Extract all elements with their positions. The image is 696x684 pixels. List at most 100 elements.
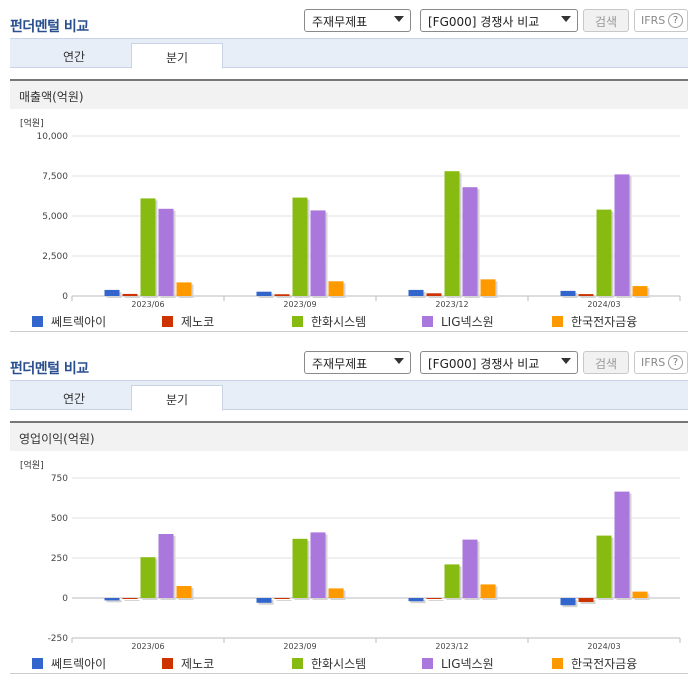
bar bbox=[596, 209, 612, 296]
bar bbox=[614, 491, 630, 598]
bar bbox=[274, 294, 290, 296]
bar bbox=[426, 293, 442, 296]
legend-label: 제노코 bbox=[181, 315, 215, 329]
bar bbox=[292, 197, 308, 296]
bar-shadow bbox=[428, 600, 444, 601]
chevron-down-icon bbox=[394, 16, 404, 22]
bar bbox=[158, 534, 174, 598]
legend-item[interactable]: 쎄트렉아이 bbox=[32, 313, 106, 330]
bar bbox=[328, 588, 344, 598]
bar bbox=[560, 290, 576, 296]
bar bbox=[596, 535, 612, 598]
bar bbox=[408, 289, 424, 296]
bar bbox=[158, 208, 174, 296]
statement-select[interactable]: 주재무제표 bbox=[304, 351, 411, 374]
section-title: 펀더멘털 비교 bbox=[10, 361, 89, 377]
bar-shadow bbox=[428, 295, 444, 298]
tab-quarterly[interactable]: 분기 bbox=[131, 385, 223, 411]
y-tick-label: 5,000 bbox=[42, 212, 68, 222]
legend-item[interactable]: 한화시스템 bbox=[292, 313, 366, 330]
help-icon[interactable]: ? bbox=[668, 355, 683, 370]
period-tabs: 연간 분기 bbox=[10, 380, 688, 411]
bar bbox=[632, 591, 648, 598]
legend-item[interactable]: LIG넥스원 bbox=[422, 655, 494, 672]
legend-swatch bbox=[552, 316, 563, 327]
legend-item[interactable]: 쎄트렉아이 bbox=[32, 655, 106, 672]
panel-title: 영업이익(억원) bbox=[19, 432, 95, 446]
bar bbox=[480, 279, 496, 296]
legend-label: 한화시스템 bbox=[311, 657, 367, 671]
bar bbox=[292, 538, 308, 598]
x-tick-label: 2024/03 bbox=[587, 300, 620, 309]
legend-swatch bbox=[422, 658, 433, 669]
bar bbox=[256, 598, 272, 603]
legend-label: 한국전자금융 bbox=[571, 657, 638, 671]
help-icon[interactable]: ? bbox=[668, 13, 683, 28]
bar bbox=[426, 598, 442, 599]
x-tick-label: 2023/06 bbox=[131, 300, 164, 309]
legend-swatch bbox=[292, 316, 303, 327]
bar bbox=[122, 598, 138, 599]
bar bbox=[122, 293, 138, 296]
y-tick-label: 2,500 bbox=[42, 252, 68, 262]
peer-select-value: [FG000] 경쟁사 비교 bbox=[428, 357, 540, 371]
bar bbox=[310, 532, 326, 598]
bar bbox=[560, 598, 576, 606]
legend-item[interactable]: 제노코 bbox=[162, 655, 214, 672]
y-tick-label: 250 bbox=[51, 554, 68, 564]
bar bbox=[140, 557, 156, 598]
panel-title: 매출액(억원) bbox=[19, 90, 84, 104]
bar-shadow bbox=[276, 600, 292, 601]
legend-label: LIG넥스원 bbox=[441, 657, 494, 671]
bar bbox=[176, 282, 192, 296]
bar bbox=[408, 598, 424, 602]
operating-profit-chart: [억원] -250 0 250 500 750 2023/06 2023/09 2023/12 2… bbox=[20, 459, 681, 651]
legend-item[interactable]: 제노코 bbox=[162, 313, 214, 330]
statement-select[interactable]: 주재무제표 bbox=[304, 9, 411, 32]
ifrs-button[interactable]: IFRS ? bbox=[634, 351, 688, 374]
legend-label: 쎄트렉아이 bbox=[51, 315, 107, 329]
legend-item[interactable]: LIG넥스원 bbox=[422, 313, 494, 330]
ifrs-label: IFRS bbox=[641, 14, 666, 27]
legend-swatch bbox=[162, 316, 173, 327]
bar-shadow bbox=[124, 600, 140, 601]
legend-swatch bbox=[32, 316, 43, 327]
section-title: 펀더멘털 비교 bbox=[10, 19, 89, 35]
legend-label: 한국전자금융 bbox=[571, 315, 638, 329]
period-tabs: 연간 분기 bbox=[10, 38, 688, 69]
legend-label: 제노코 bbox=[181, 657, 215, 671]
bar bbox=[614, 174, 630, 296]
chart-panel-header: 영업이익(억원) bbox=[10, 421, 688, 451]
bar bbox=[256, 291, 272, 296]
y-tick-label: 750 bbox=[51, 474, 68, 484]
search-button[interactable]: 검색 bbox=[583, 9, 629, 32]
legend-item[interactable]: 한국전자금융 bbox=[552, 313, 637, 330]
bar bbox=[444, 171, 460, 296]
bar bbox=[578, 598, 594, 602]
section-header-2: 펀더멘털 비교 주재무제표 [FG000] 경쟁사 비교 검색 IFRS ? bbox=[0, 350, 696, 380]
peer-select[interactable]: [FG000] 경쟁사 비교 bbox=[420, 351, 578, 374]
bar bbox=[462, 187, 478, 296]
bar-shadow bbox=[276, 296, 292, 298]
ifrs-button[interactable]: IFRS ? bbox=[634, 9, 688, 32]
unit-label: [억원] bbox=[20, 459, 44, 471]
bar-shadow bbox=[124, 295, 140, 298]
chart-legend: 쎄트렉아이 제노코 한화시스템 LIG넥스원 한국전자금융 bbox=[10, 310, 688, 332]
chevron-down-icon bbox=[561, 16, 571, 22]
bar bbox=[140, 198, 156, 296]
bar-shadow bbox=[106, 600, 122, 603]
peer-select[interactable]: [FG000] 경쟁사 비교 bbox=[420, 9, 578, 32]
bar bbox=[104, 289, 120, 296]
search-button[interactable]: 검색 bbox=[583, 351, 629, 374]
legend-item[interactable]: 한화시스템 bbox=[292, 655, 366, 672]
y-tick-label: 7,500 bbox=[42, 172, 68, 182]
tab-annual[interactable]: 연간 bbox=[62, 392, 86, 406]
y-tick-label: 0 bbox=[62, 594, 68, 604]
legend-swatch bbox=[162, 658, 173, 669]
x-tick-label: 2023/12 bbox=[435, 300, 468, 309]
legend-swatch bbox=[422, 316, 433, 327]
bar bbox=[328, 281, 344, 296]
legend-item[interactable]: 한국전자금융 bbox=[552, 655, 637, 672]
tab-quarterly[interactable]: 분기 bbox=[131, 43, 223, 69]
tab-annual[interactable]: 연간 bbox=[62, 50, 86, 64]
